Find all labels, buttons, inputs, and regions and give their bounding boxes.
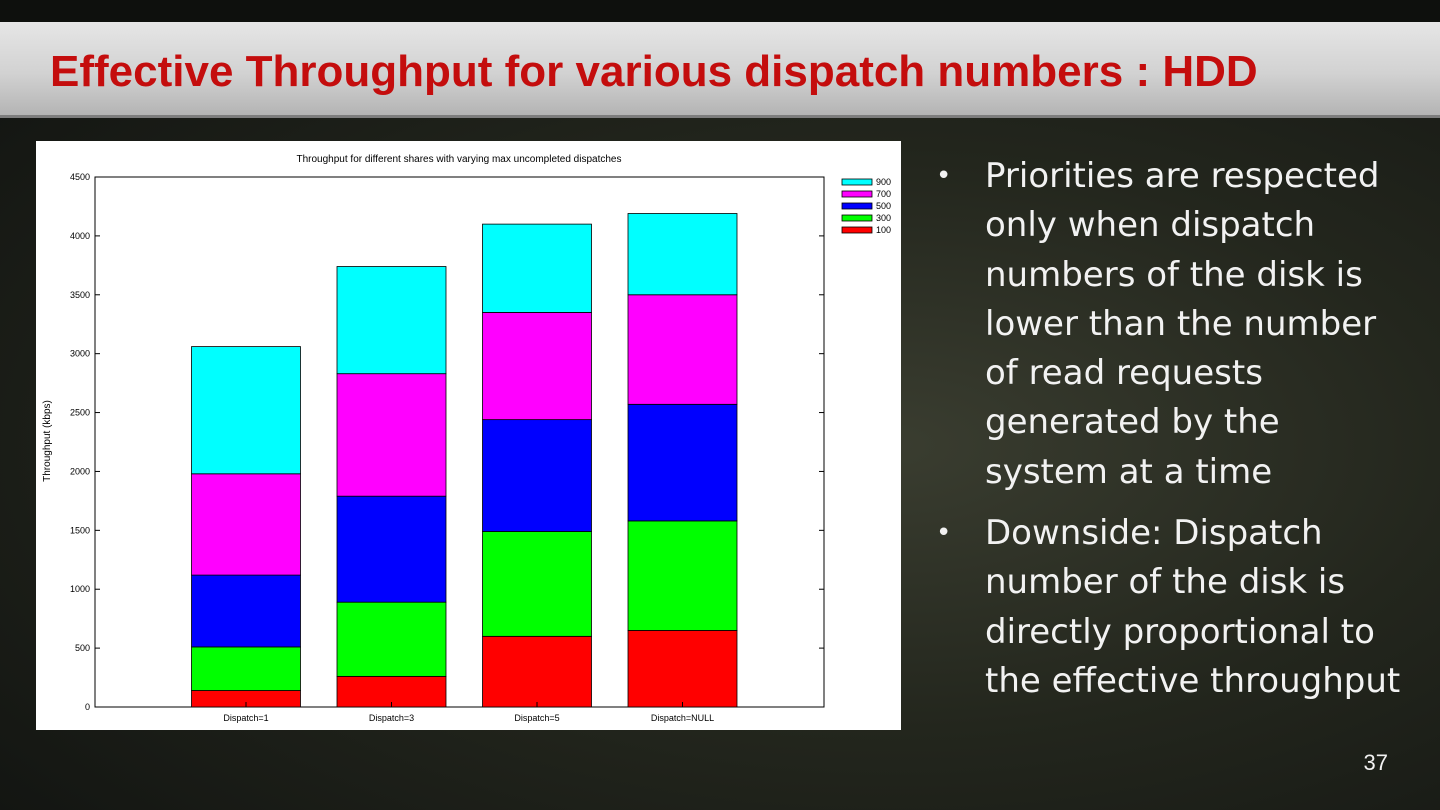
bullet-item: • Priorities are respected only when dis… [932, 152, 1412, 497]
page-number: 37 [1363, 750, 1388, 775]
bar-segment-500 [191, 574, 301, 648]
bar-segment-700 [336, 373, 447, 497]
legend-label: 500 [876, 201, 891, 211]
bullet-dot-icon: • [936, 161, 952, 191]
bullet-text: Priorities are respected only when dispa… [985, 156, 1380, 492]
legend-label: 700 [876, 189, 891, 199]
legend-label: 900 [876, 177, 891, 187]
y-axis-label: Throughput (kbps) [42, 400, 53, 482]
plot-frame [94, 176, 825, 708]
x-tick-label: Dispatch=1 [223, 713, 268, 723]
y-tick-label: 2000 [70, 466, 90, 476]
bar-segment-900 [482, 223, 592, 313]
bar-segment-100 [482, 635, 592, 708]
x-axis: Dispatch=1 Dispatch=3 Dispatch=5 Dispatch=N… [223, 702, 714, 723]
legend-swatch [841, 214, 873, 222]
y-tick-label: 500 [75, 643, 90, 653]
bar-segment-700 [627, 294, 738, 405]
bar-segment-700 [482, 312, 592, 421]
bar-segment-100 [627, 630, 738, 708]
bar-segment-900 [191, 346, 301, 475]
bar-segment-300 [191, 646, 301, 691]
y-tick-label: 4000 [70, 231, 90, 241]
bullet-dot-icon: • [936, 518, 952, 549]
legend-swatch [841, 178, 873, 186]
bar-segment-900 [627, 213, 738, 296]
chart-legend: 900 700 500 300 100 [841, 177, 891, 235]
top-strip [0, 0, 1440, 22]
title-bar: Effective Throughput for various dispatc… [0, 22, 1440, 118]
legend-label: 300 [876, 213, 891, 223]
x-tick-label: Dispatch=3 [369, 713, 414, 723]
bullet-item: • Downside: Dispatch number of the disk … [932, 509, 1412, 706]
bar-segment-500 [627, 403, 738, 522]
throughput-chart: Throughput for different shares with var… [42, 154, 891, 723]
legend-swatch [841, 202, 873, 210]
y-axis: 0 500 1000 1500 2000 2500 3000 3500 4000 4500 [70, 172, 824, 712]
legend-label: 100 [876, 225, 891, 235]
y-tick-label: 1000 [70, 584, 90, 594]
bar-stack-group [191, 213, 738, 708]
legend-swatch [841, 190, 873, 198]
x-tick-label: Dispatch=5 [514, 713, 559, 723]
chart-panel: Throughput for different shares with var… [36, 141, 901, 730]
y-tick-label: 2500 [70, 408, 90, 418]
bar-segment-100 [336, 675, 447, 708]
y-tick-label: 3500 [70, 290, 90, 300]
bar-segment-500 [482, 419, 592, 532]
bullet-text: Downside: Dispatch number of the disk is… [985, 513, 1401, 701]
legend-swatch [841, 226, 873, 234]
y-tick-label: 3000 [70, 349, 90, 359]
bullet-list: • Priorities are respected only when dis… [932, 152, 1412, 718]
x-tick-label: Dispatch=NULL [651, 713, 714, 723]
bar-segment-700 [191, 473, 301, 576]
bar-segment-900 [336, 266, 447, 375]
bar-segment-300 [482, 531, 592, 637]
slide-title: Effective Throughput for various dispatc… [50, 47, 1258, 96]
chart-title: Throughput for different shares with var… [297, 154, 622, 165]
bar-segment-500 [336, 495, 447, 603]
bar-segment-300 [336, 601, 447, 677]
y-tick-label: 0 [85, 702, 90, 712]
y-tick-label: 4500 [70, 172, 90, 182]
bar-segment-300 [627, 520, 738, 631]
y-tick-label: 1500 [70, 525, 90, 535]
